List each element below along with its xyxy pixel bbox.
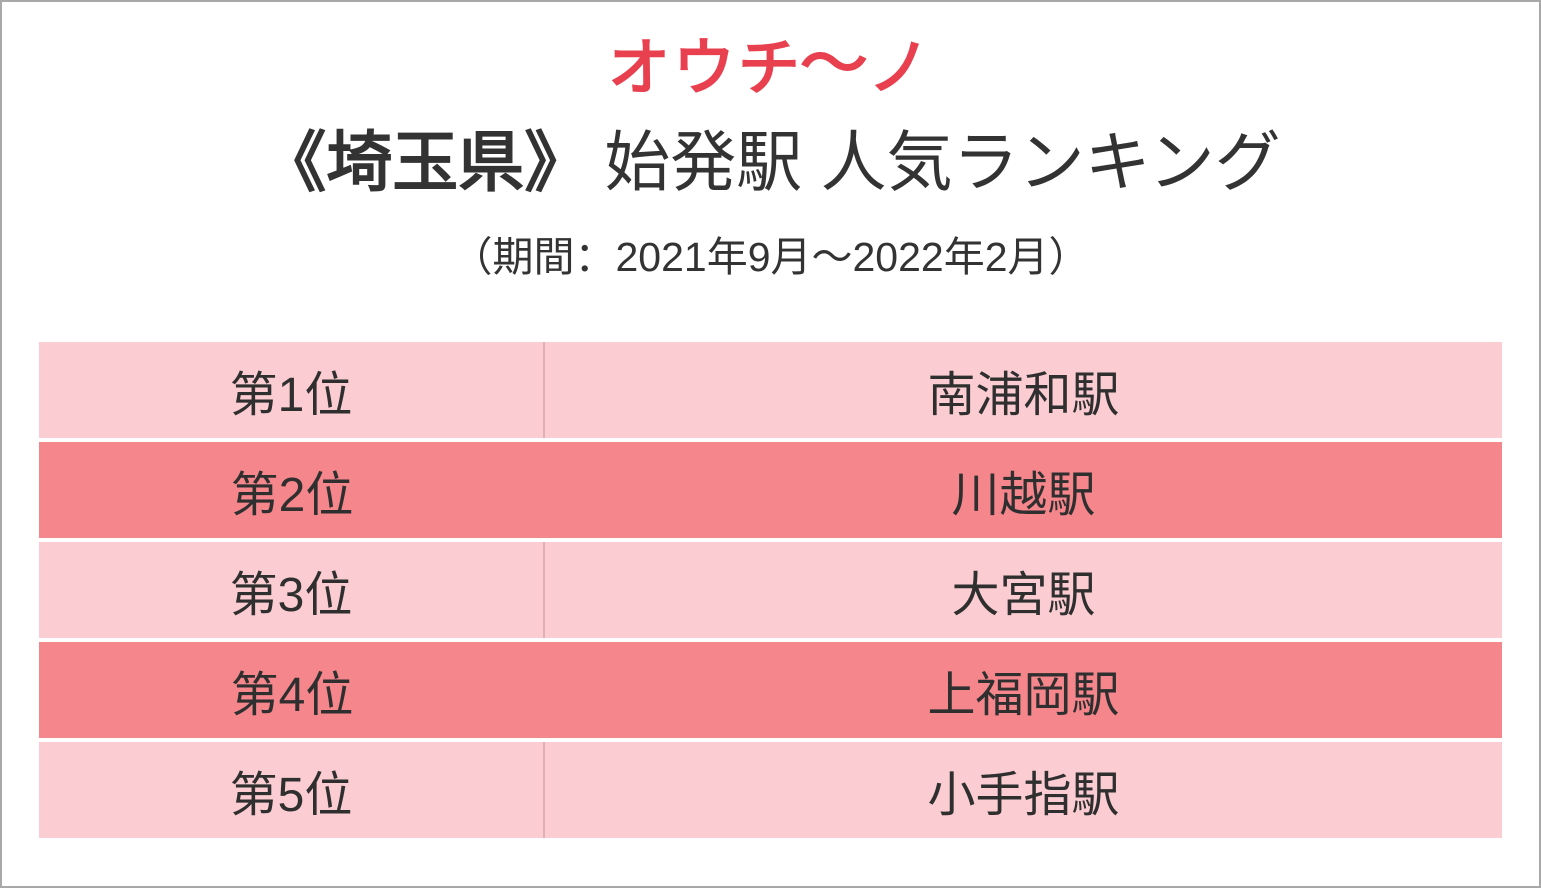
brand-logo: オウチ〜ノ [2, 34, 1539, 100]
station-cell: 大宮駅 [951, 569, 1096, 622]
rank-cell: 第3位 [39, 542, 545, 638]
brand-logo-text-right: ノ [868, 34, 934, 103]
ranking-table: 第1位 南浦和駅 第2位 川越駅 第3位 大宮駅 第4位 上福岡駅 第5位 小手… [39, 342, 1502, 838]
station-cell: 上福岡駅 [927, 669, 1120, 722]
table-row: 第2位 川越駅 [39, 442, 1502, 538]
page-title: 《埼玉県》 始発駅 人気ランキング [2, 126, 1539, 199]
brand-logo-wave: 〜 [799, 30, 872, 99]
rank-cell: 第4位 [230, 669, 354, 722]
rank-cell: 第2位 [230, 469, 354, 522]
brand-logo-text-left: オウチ [607, 34, 803, 103]
table-row: 第1位 南浦和駅 [39, 342, 1502, 438]
station-cell: 南浦和駅 [927, 369, 1120, 422]
page-title-rest: 始発駅 人気ランキング [604, 125, 1281, 199]
page-title-prefecture: 《埼玉県》 [260, 125, 591, 199]
rank-cell: 第5位 [39, 742, 545, 838]
table-row: 第4位 上福岡駅 [39, 642, 1502, 738]
station-cell: 小手指駅 [927, 769, 1120, 822]
rank-cell: 第1位 [39, 342, 545, 438]
table-row: 第3位 大宮駅 [39, 542, 1502, 638]
station-cell: 川越駅 [951, 469, 1096, 522]
period-subtitle: （期間：2021年9月～2022年2月） [451, 233, 1090, 280]
table-row: 第5位 小手指駅 [39, 742, 1502, 838]
